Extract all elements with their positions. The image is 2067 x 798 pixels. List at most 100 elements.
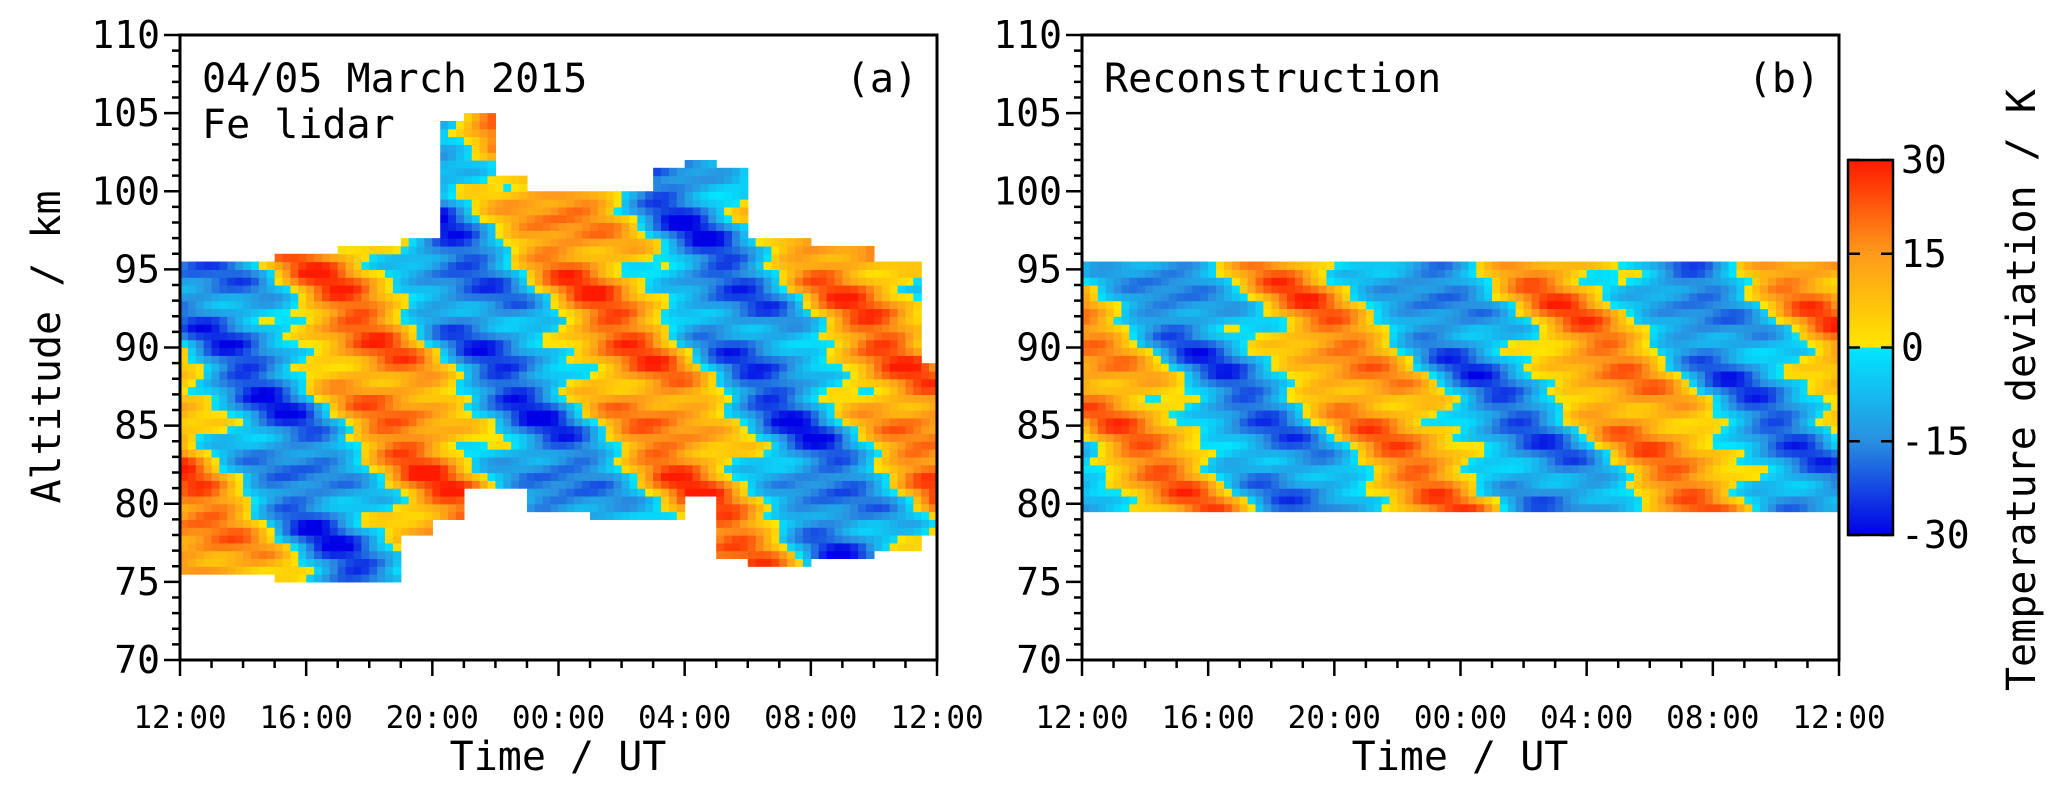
heatmap-cell (400, 511, 410, 520)
heatmap-cell (558, 472, 567, 481)
heatmap-cell (345, 347, 355, 356)
heatmap-cell (227, 456, 236, 466)
heatmap-cell (637, 355, 646, 364)
heatmap-cell (392, 394, 402, 403)
heatmap-cell (448, 378, 457, 388)
heatmap-cell (329, 574, 339, 583)
heatmap-cell (858, 488, 867, 497)
heatmap-cell (1208, 464, 1217, 474)
heatmap-cell (503, 449, 512, 458)
heatmap-cell (1129, 363, 1138, 372)
heatmap-cell (503, 300, 512, 310)
heatmap-cell (653, 480, 662, 489)
heatmap-cell (227, 527, 236, 536)
heatmap-cell (1152, 495, 1162, 505)
heatmap-cell (810, 331, 820, 341)
heatmap-cell (905, 480, 914, 489)
heatmap-cell (487, 199, 497, 208)
heatmap-cell (1271, 456, 1280, 466)
heatmap-cell (1223, 285, 1233, 294)
heatmap-cell (684, 464, 694, 474)
heatmap-cell (739, 261, 749, 270)
heatmap-cell (180, 464, 189, 474)
heatmap-cell (771, 238, 780, 247)
heatmap-cell (700, 245, 709, 255)
heatmap-cell (266, 316, 276, 325)
heatmap-cell (495, 370, 504, 380)
heatmap-cell (771, 245, 780, 255)
heatmap-cell (290, 277, 299, 286)
heatmap-cell (574, 300, 583, 310)
heatmap-cell (684, 449, 694, 458)
heatmap-cell (716, 308, 725, 317)
heatmap-cell (290, 527, 299, 536)
heatmap-cell (243, 355, 252, 364)
heatmap-cell (653, 253, 662, 263)
heatmap-cell (1263, 269, 1272, 278)
heatmap-cell (897, 292, 907, 302)
heatmap-cell (1184, 300, 1193, 310)
heatmap-cell (448, 331, 457, 341)
heatmap-cell (613, 449, 623, 458)
heatmap-cell (1113, 456, 1123, 466)
heatmap-cell (282, 347, 291, 356)
heatmap-cell (479, 386, 489, 395)
heatmap-cell (1113, 355, 1123, 364)
heatmap-cell (1239, 464, 1249, 474)
heatmap-cell (1176, 456, 1186, 466)
heatmap-cell (195, 370, 205, 380)
axis-ticks-a (164, 33, 939, 676)
heatmap-cell (1216, 394, 1225, 403)
heatmap-cell (258, 269, 268, 278)
heatmap-cell (274, 417, 284, 427)
heatmap-cell (724, 456, 733, 466)
heatmap-cell (763, 488, 773, 497)
heatmap-cell (1121, 370, 1130, 380)
heatmap-cell (455, 269, 465, 278)
heatmap-cell (929, 433, 937, 442)
heatmap-cell (511, 441, 520, 450)
heatmap-cell (235, 511, 244, 520)
heatmap-cell (337, 535, 347, 544)
heatmap-cell (195, 527, 205, 536)
heatmap-cell (416, 441, 426, 450)
heatmap-cell (653, 402, 662, 411)
heatmap-cell (337, 370, 347, 380)
heatmap-cell (321, 277, 331, 286)
heatmap-cell (314, 261, 323, 270)
heatmap-cell (566, 370, 575, 380)
heatmap-cell (519, 433, 528, 442)
heatmap-cell (810, 402, 820, 411)
heatmap-cell (542, 402, 552, 411)
heatmap-cell (574, 355, 583, 364)
heatmap-cell (392, 378, 402, 388)
heatmap-cell (905, 410, 914, 419)
heatmap-cell (566, 347, 575, 356)
heatmap-cell (463, 363, 473, 372)
heatmap-cell (1271, 503, 1280, 513)
heatmap-cell (692, 214, 702, 224)
heatmap-cell (243, 464, 252, 474)
heatmap-cell (605, 324, 615, 333)
heatmap-cell (1239, 277, 1249, 286)
heatmap-cell (314, 292, 323, 302)
heatmap-cell (479, 363, 489, 372)
heatmap-cell (369, 480, 378, 489)
heatmap-cell (416, 308, 426, 317)
heatmap-cell (448, 238, 457, 247)
heatmap-cell (1223, 300, 1233, 310)
heatmap-cell (692, 277, 702, 286)
heatmap-cell (574, 206, 583, 216)
heatmap-cell (676, 308, 686, 317)
heatmap-cell (724, 206, 733, 216)
heatmap-cell (739, 199, 749, 208)
heatmap-cell (266, 417, 276, 427)
heatmap-cell (1208, 394, 1217, 403)
heatmap-cell (195, 433, 205, 442)
heatmap-cell (298, 425, 307, 435)
heatmap-cell (826, 324, 836, 333)
heatmap-cell (873, 324, 883, 333)
heatmap-cell (779, 402, 788, 411)
heatmap-cell (1279, 425, 1288, 435)
heatmap-cell (1200, 347, 1209, 356)
